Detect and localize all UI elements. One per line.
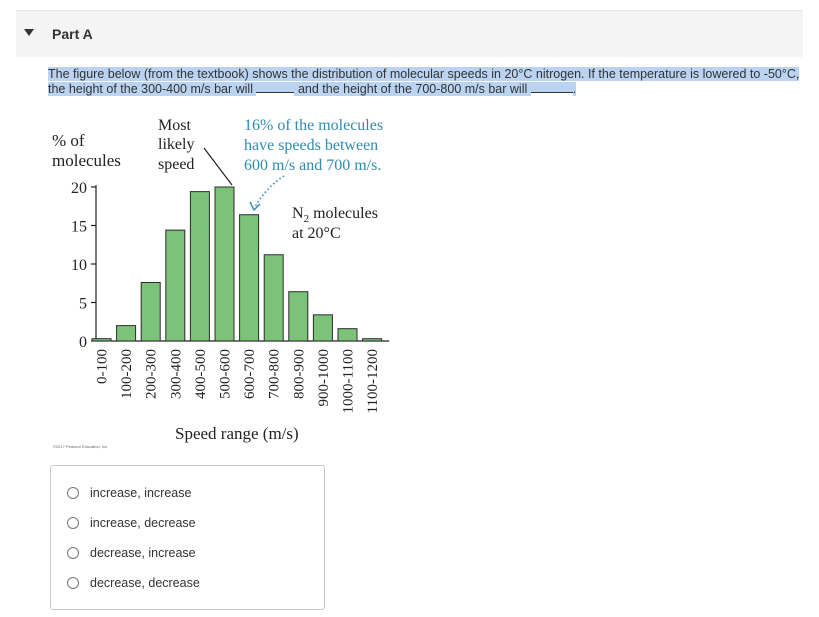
x-tick-label: 1000-1100 [341, 349, 357, 413]
bar-1000-1100 [337, 328, 358, 342]
sixteen-pct-line1: 16% of the molecules [244, 117, 383, 134]
question-text-part3: . [572, 82, 577, 96]
speed-distribution-figure: % of molecules Most likely speed 16% of … [48, 110, 408, 455]
x-axis-label: Speed range (m/s) [175, 424, 299, 443]
bar-chart: % of molecules Most likely speed 16% of … [52, 117, 390, 443]
option-decrease-increase[interactable]: decrease, increase [67, 543, 196, 563]
x-tick-label: 0-100 [95, 349, 111, 384]
collapse-caret-icon[interactable] [24, 29, 34, 36]
x-tick-label: 600-700 [242, 349, 258, 399]
question-text: The figure below (from the textbook) sho… [48, 67, 800, 97]
option-decrease-decrease[interactable]: decrease, decrease [67, 573, 200, 593]
x-tick-label: 900-1000 [316, 349, 332, 407]
option-increase-decrease[interactable]: increase, decrease [67, 513, 196, 533]
x-tick-label: 500-600 [218, 349, 234, 399]
x-tick-label: 700-800 [267, 349, 283, 399]
most-likely-line2: likely [158, 136, 194, 153]
option-label: decrease, decrease [90, 576, 200, 590]
bar-600-700 [239, 214, 260, 342]
bar-300-400 [165, 229, 186, 342]
most-likely-pointer [203, 147, 233, 186]
series-label-line2: at 20°C [292, 225, 341, 242]
bar-400-500 [189, 191, 210, 342]
option-label: increase, decrease [90, 516, 196, 530]
blank-2 [530, 82, 573, 93]
radio-button[interactable] [67, 577, 79, 589]
dotted-arrow [254, 175, 285, 208]
x-tick-label: 300-400 [168, 349, 184, 399]
x-tick-label: 400-500 [193, 349, 209, 399]
blank-1 [256, 82, 295, 93]
bar-500-600 [214, 186, 235, 342]
most-likely-line3: speed [158, 156, 194, 173]
copyright-text: ©2017 Pearson Education, Inc [53, 444, 108, 449]
option-label: decrease, increase [90, 546, 196, 560]
y-tick-label: 15 [71, 219, 87, 236]
bar-700-800 [263, 254, 284, 342]
most-likely-line1: Most [158, 117, 191, 134]
option-label: increase, increase [90, 486, 192, 500]
question-text-part2: and the height of the 700-800 m/s bar wi… [294, 82, 531, 96]
bar-1100-1200 [362, 338, 383, 342]
ylabel-line2: molecules [52, 151, 121, 170]
y-tick-label: 0 [79, 334, 87, 351]
x-tick-label: 1100-1200 [365, 349, 381, 413]
radio-button[interactable] [67, 517, 79, 529]
y-tick-label: 20 [71, 180, 87, 197]
y-tick-label: 5 [79, 296, 87, 313]
part-a-header[interactable]: Part A [16, 10, 803, 57]
part-title: Part A [52, 26, 93, 42]
dotted-arrow-head [249, 201, 261, 212]
x-tick-label: 800-900 [291, 349, 307, 399]
bar-200-300 [140, 281, 161, 342]
bar-900-1000 [312, 314, 333, 342]
sixteen-pct-line3: 600 m/s and 700 m/s. [244, 157, 381, 174]
x-tick-label: 200-300 [144, 349, 160, 399]
x-tick-label: 100-200 [119, 349, 135, 399]
bar-100-200 [116, 325, 137, 342]
series-label-line1: N2 molecules [292, 205, 378, 225]
y-tick-label: 10 [71, 257, 87, 274]
radio-button[interactable] [67, 487, 79, 499]
answer-options: increase, increase increase, decrease de… [50, 465, 325, 610]
ylabel-line1: % of [52, 131, 85, 150]
sixteen-pct-line2: have speeds between [244, 137, 378, 154]
bar-800-900 [288, 291, 309, 342]
radio-button[interactable] [67, 547, 79, 559]
bar-0-100 [91, 338, 112, 342]
option-increase-increase[interactable]: increase, increase [67, 483, 191, 503]
